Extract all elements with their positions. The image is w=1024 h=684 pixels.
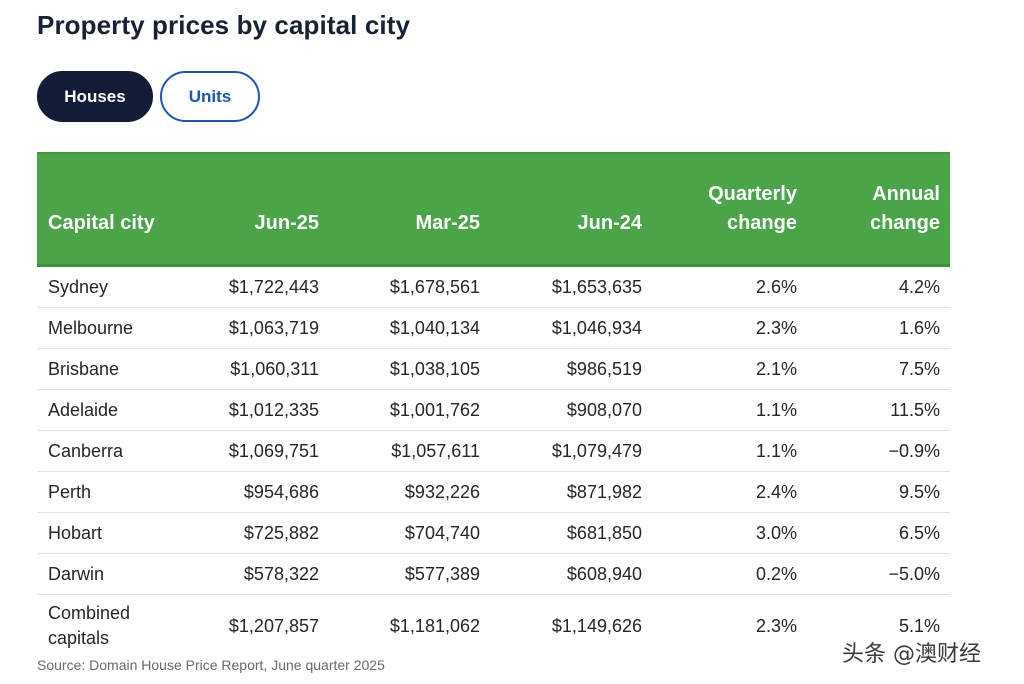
column-header-annual-line-1: Annual — [872, 183, 940, 205]
combined-line-2: capitals — [48, 628, 110, 648]
cell-mar-25: $704,740 — [329, 512, 490, 554]
cell-city: Combined capitals — [37, 595, 187, 658]
cell-mar-25: $1,678,561 — [329, 265, 490, 308]
cell-jun-25: $725,882 — [187, 512, 329, 554]
cell-quarterly-change: 3.0% — [652, 512, 807, 554]
table-row: Adelaide $1,012,335 $1,001,762 $908,070 … — [37, 389, 950, 431]
table-row-combined-capitals: Combined capitals $1,207,857 $1,181,062 … — [37, 595, 950, 658]
table-row: Sydney $1,722,443 $1,678,561 $1,653,635 … — [37, 265, 950, 308]
tab-houses[interactable]: Houses — [37, 71, 153, 122]
cell-quarterly-change: 2.1% — [652, 348, 807, 390]
table-row: Melbourne $1,063,719 $1,040,134 $1,046,9… — [37, 307, 950, 349]
cell-quarterly-change: 2.6% — [652, 265, 807, 308]
cell-mar-25: $1,040,134 — [329, 307, 490, 349]
cell-city: Melbourne — [37, 307, 187, 349]
cell-jun-24: $1,079,479 — [490, 430, 652, 472]
cell-annual-change: 1.6% — [807, 307, 950, 349]
cell-city: Perth — [37, 471, 187, 513]
property-type-tabs: Houses Units — [37, 71, 260, 122]
cell-jun-25: $1,207,857 — [228, 615, 319, 636]
cell-city: Canberra — [37, 430, 187, 472]
cell-jun-25: $1,069,751 — [187, 430, 329, 472]
cell-jun-24: $1,149,626 — [551, 615, 642, 636]
column-header-jun-25: Jun-25 — [187, 152, 329, 267]
column-header-mar-25: Mar-25 — [329, 152, 490, 267]
price-table: Capital city Jun-25 Mar-25 Jun-24 Quarte… — [37, 152, 950, 657]
cell-annual-change: 6.5% — [807, 512, 950, 554]
cell-jun-24: $1,653,635 — [490, 265, 652, 308]
cell-city: Adelaide — [37, 389, 187, 431]
table-row: Darwin $578,322 $577,389 $608,940 0.2% −… — [37, 553, 950, 595]
cell-annual-change: 9.5% — [807, 471, 950, 513]
column-header-jun-24: Jun-24 — [490, 152, 652, 267]
cell-city: Brisbane — [37, 348, 187, 390]
cell-jun-25: $1,012,335 — [187, 389, 329, 431]
column-header-quarterly-line-1: Quarterly — [708, 183, 797, 205]
cell-city: Darwin — [37, 553, 187, 595]
cell-mar-25: $1,181,062 — [389, 615, 480, 636]
cell-city: Sydney — [37, 265, 187, 308]
column-header-annual-line-2: change — [869, 212, 940, 234]
tab-units[interactable]: Units — [160, 71, 260, 122]
cell-jun-25: $1,060,311 — [187, 348, 329, 390]
cell-mar-25: $1,001,762 — [329, 389, 490, 431]
cell-annual-change: 4.2% — [807, 265, 950, 308]
source-note: Source: Domain House Price Report, June … — [37, 657, 385, 673]
cell-jun-25: $1,063,719 — [187, 307, 329, 349]
cell-city: Hobart — [37, 512, 187, 554]
table-header-row: Capital city Jun-25 Mar-25 Jun-24 Quarte… — [37, 152, 950, 267]
column-header-capital-city: Capital city — [37, 152, 187, 267]
cell-annual-change: 5.1% — [898, 615, 940, 636]
combined-line-1: Combined — [48, 603, 131, 623]
table-row: Brisbane $1,060,311 $1,038,105 $986,519 … — [37, 348, 950, 390]
column-header-quarterly-line-2: change — [726, 212, 797, 234]
cell-mar-25: $1,057,611 — [329, 430, 490, 472]
table-row: Perth $954,686 $932,226 $871,982 2.4% 9.… — [37, 471, 950, 513]
cell-jun-24: $1,046,934 — [490, 307, 652, 349]
cell-jun-24: $608,940 — [490, 553, 652, 595]
cell-quarterly-change: 2.4% — [652, 471, 807, 513]
cell-jun-25: $1,722,443 — [187, 265, 329, 308]
cell-annual-change: 7.5% — [807, 348, 950, 390]
cell-jun-24: $986,519 — [490, 348, 652, 390]
cell-mar-25: $932,226 — [329, 471, 490, 513]
column-header-quarterly-change: Quarterly change — [652, 152, 807, 267]
table-row: Hobart $725,882 $704,740 $681,850 3.0% 6… — [37, 512, 950, 554]
page-title: Property prices by capital city — [37, 10, 411, 40]
cell-quarterly-change: 1.1% — [652, 389, 807, 431]
cell-quarterly-change: 2.3% — [755, 615, 797, 636]
cell-jun-25: $578,322 — [187, 553, 329, 595]
cell-mar-25: $577,389 — [329, 553, 490, 595]
cell-annual-change: −0.9% — [807, 430, 950, 472]
cell-annual-change: 11.5% — [807, 389, 950, 431]
cell-quarterly-change: 2.3% — [652, 307, 807, 349]
cell-jun-25: $954,686 — [187, 471, 329, 513]
cell-quarterly-change: 1.1% — [652, 430, 807, 472]
column-header-annual-change: Annual change — [807, 152, 950, 267]
cell-mar-25: $1,038,105 — [329, 348, 490, 390]
cell-annual-change: −5.0% — [807, 553, 950, 595]
cell-jun-24: $681,850 — [490, 512, 652, 554]
watermark: 头条 @澳财经 — [842, 642, 981, 667]
cell-jun-24: $908,070 — [490, 389, 652, 431]
cell-quarterly-change: 0.2% — [652, 553, 807, 595]
cell-jun-24: $871,982 — [490, 471, 652, 513]
table-row: Canberra $1,069,751 $1,057,611 $1,079,47… — [37, 430, 950, 472]
